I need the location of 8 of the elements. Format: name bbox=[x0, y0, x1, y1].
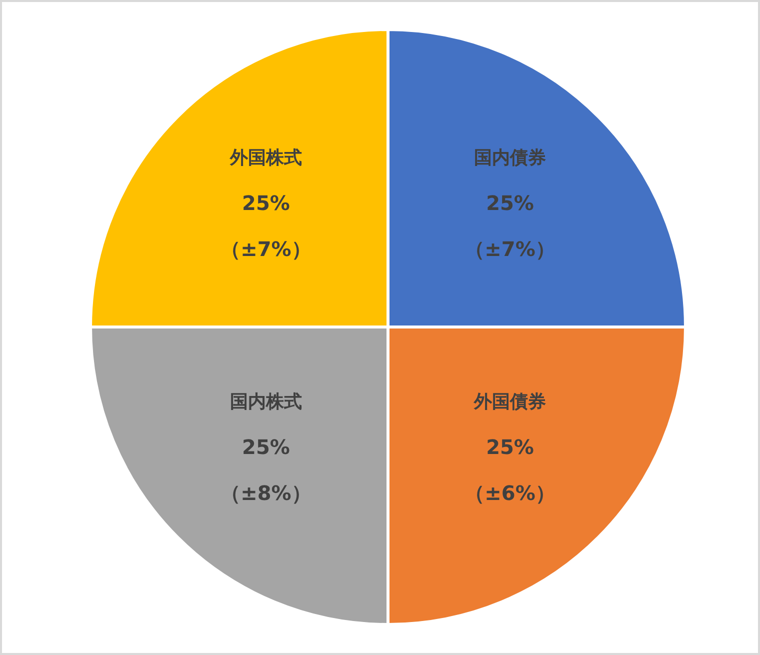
slice-label: 国内債券 bbox=[474, 148, 546, 169]
data-label: 25% （±7%） bbox=[464, 191, 556, 262]
data-label: 25% （±7%） bbox=[220, 191, 312, 262]
data-label: 25% （±6%） bbox=[464, 435, 556, 506]
data-label: 25% （±8%） bbox=[220, 435, 312, 506]
slice-label: 国内株式 bbox=[230, 392, 302, 413]
slice-label: 外国債券 bbox=[473, 392, 546, 413]
slice-label: 外国株式 bbox=[228, 148, 302, 169]
